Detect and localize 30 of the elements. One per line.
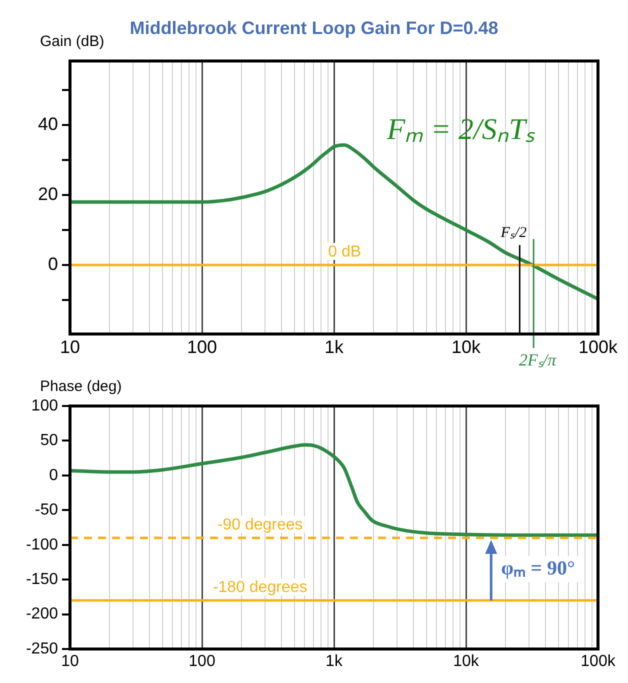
y-tick-label: -50 (34, 502, 58, 519)
ref-line-label: 0 dB (328, 243, 362, 260)
y-tick-label: -100 (26, 536, 58, 554)
y-tick-label: 20 (38, 184, 58, 204)
y-axis-title: Phase (deg) (40, 378, 122, 395)
x-tick-label: 1k (326, 653, 344, 670)
x-tick-label: 10k (451, 336, 482, 357)
y-axis-title: Gain (dB) (40, 33, 104, 50)
x-tick-label: 100 (188, 653, 216, 670)
y-tick-label: -200 (26, 606, 58, 623)
x-tick-label: 100 (186, 336, 218, 357)
x-tick-label: 10 (61, 653, 79, 670)
ref-line-label: Fₛ/2 (500, 224, 528, 241)
x-tick-label: 100k (578, 336, 619, 357)
x-tick-label: 10k (453, 653, 480, 670)
ref-line-label: 2Fₛ/π (519, 350, 557, 370)
annotation: φₘ = 90° (501, 557, 575, 580)
y-tick-label: 0 (48, 254, 58, 274)
y-tick-label: 50 (40, 432, 58, 450)
x-tick-label: 1k (324, 336, 345, 357)
y-tick-label: 40 (38, 114, 58, 134)
x-tick-label: 10 (60, 336, 80, 357)
y-tick-label: 100 (31, 397, 58, 414)
ref-line-label: -180 degrees (212, 578, 308, 596)
y-tick-label: -150 (26, 570, 58, 588)
x-tick-label: 100k (580, 653, 616, 670)
chart-title: Middlebrook Current Loop Gain For D=0.48 (130, 18, 498, 38)
y-tick-label: 0 (49, 466, 58, 484)
y-tick-label: -250 (26, 640, 58, 658)
ref-line-label: -90 degrees (217, 516, 303, 534)
